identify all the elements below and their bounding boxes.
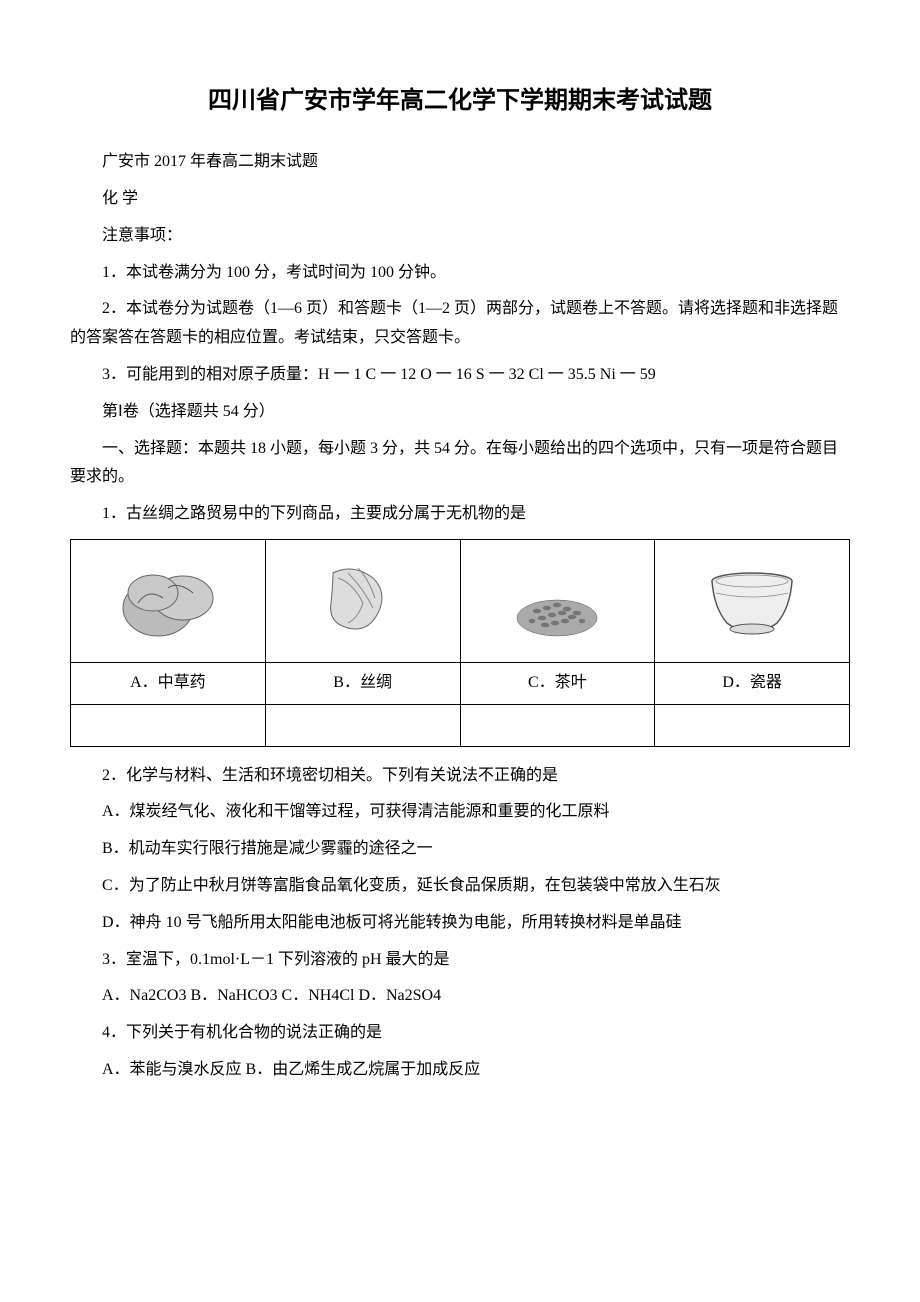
note-3: 3．可能用到的相对原子质量：H 一 1 C 一 12 O 一 16 S 一 32… [70, 361, 850, 390]
q1-img-c [460, 539, 655, 662]
q1-empty-c [460, 704, 655, 746]
q1-img-a [71, 539, 266, 662]
q1-img-d [655, 539, 850, 662]
q1-opt-a: A．中草药 [71, 662, 266, 704]
q1-opt-b: B．丝绸 [265, 662, 460, 704]
q1-opt-d: D．瓷器 [655, 662, 850, 704]
q2-opt-b: B．机动车实行限行措施是减少雾霾的途径之一 [70, 835, 850, 864]
q2-opt-d: D．神舟 10 号飞船所用太阳能电池板可将光能转换为电能，所用转换材料是单晶硅 [70, 909, 850, 938]
q1-opt-c: C．茶叶 [460, 662, 655, 704]
q4-options: A．苯能与溴水反应 B．由乙烯生成乙烷属于加成反应 [70, 1056, 850, 1085]
subtitle: 广安市 2017 年春高二期末试题 [70, 148, 850, 177]
herb-icon [108, 553, 228, 648]
tea-icon [497, 553, 617, 648]
q2-opt-a: A．煤炭经气化、液化和干馏等过程，可获得清洁能源和重要的化工原料 [70, 798, 850, 827]
part-1: 第Ⅰ卷（选择题共 54 分） [70, 398, 850, 427]
section-1: 一、选择题：本题共 18 小题，每小题 3 分，共 54 分。在每小题给出的四个… [70, 435, 850, 493]
note-1: 1．本试卷满分为 100 分，考试时间为 100 分钟。 [70, 259, 850, 288]
silk-icon [303, 553, 423, 648]
subject: 化 学 [70, 185, 850, 214]
q2-opt-c: C．为了防止中秋月饼等富脂食品氧化变质，延长食品保质期，在包装袋中常放入生石灰 [70, 872, 850, 901]
note-2: 2．本试卷分为试题卷（1—6 页）和答题卡（1—2 页）两部分，试题卷上不答题。… [70, 295, 850, 353]
notes-header: 注意事项： [70, 222, 850, 251]
q1-img-b [265, 539, 460, 662]
question-2: 2．化学与材料、生活和环境密切相关。下列有关说法不正确的是 [70, 762, 850, 791]
q1-options-table: A．中草药 B．丝绸 C．茶叶 D．瓷器 [70, 539, 850, 747]
q3-options: A．Na2CO3 B．NaHCO3 C．NH4Cl D．Na2SO4 [70, 982, 850, 1011]
porcelain-icon [692, 553, 812, 648]
q1-empty-a [71, 704, 266, 746]
question-4: 4．下列关于有机化合物的说法正确的是 [70, 1019, 850, 1048]
q1-empty-b [265, 704, 460, 746]
page-title: 四川省广安市学年高二化学下学期期末考试试题 [70, 80, 850, 123]
question-1: 1．古丝绸之路贸易中的下列商品，主要成分属于无机物的是 [70, 500, 850, 529]
question-3: 3．室温下，0.1mol·L－1 下列溶液的 pH 最大的是 [70, 946, 850, 975]
q1-empty-d [655, 704, 850, 746]
